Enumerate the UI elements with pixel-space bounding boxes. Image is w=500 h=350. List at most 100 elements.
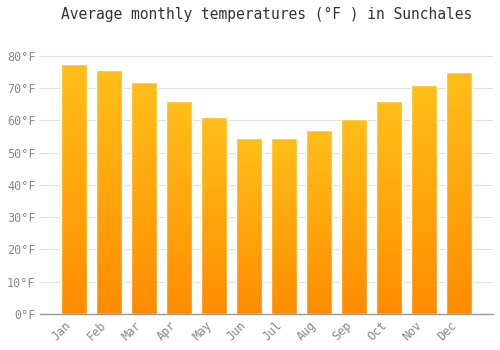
- Bar: [96, 241, 122, 246]
- Bar: [446, 304, 472, 309]
- Bar: [236, 205, 262, 208]
- Bar: [271, 187, 297, 191]
- Bar: [411, 254, 438, 259]
- Bar: [341, 232, 367, 236]
- Bar: [411, 172, 438, 176]
- Bar: [96, 70, 122, 75]
- Bar: [236, 265, 262, 268]
- Bar: [411, 190, 438, 195]
- Bar: [376, 122, 402, 127]
- Bar: [166, 229, 192, 233]
- Bar: [166, 152, 192, 156]
- Bar: [306, 182, 332, 185]
- Bar: [61, 134, 87, 139]
- Bar: [131, 258, 157, 263]
- Bar: [411, 236, 438, 240]
- Bar: [271, 170, 297, 173]
- Bar: [166, 173, 192, 178]
- Bar: [411, 108, 438, 112]
- Bar: [236, 142, 262, 145]
- Bar: [166, 148, 192, 152]
- Bar: [411, 250, 438, 254]
- Bar: [236, 156, 262, 159]
- Bar: [411, 163, 438, 167]
- Bar: [341, 220, 367, 224]
- Bar: [236, 184, 262, 187]
- Bar: [236, 138, 262, 142]
- Bar: [96, 304, 122, 309]
- Bar: [411, 176, 438, 181]
- Bar: [61, 214, 87, 219]
- Bar: [341, 240, 367, 244]
- Bar: [341, 247, 367, 251]
- Bar: [411, 245, 438, 250]
- Bar: [306, 170, 332, 174]
- Bar: [271, 173, 297, 177]
- Bar: [341, 138, 367, 142]
- Bar: [96, 119, 122, 124]
- Bar: [376, 199, 402, 203]
- Bar: [376, 297, 402, 301]
- Bar: [236, 233, 262, 237]
- Bar: [166, 241, 192, 246]
- Bar: [61, 219, 87, 224]
- Bar: [131, 277, 157, 281]
- Bar: [61, 244, 87, 249]
- Bar: [61, 69, 87, 74]
- Bar: [236, 279, 262, 282]
- Bar: [341, 236, 367, 240]
- Bar: [236, 293, 262, 296]
- Bar: [96, 105, 122, 109]
- Bar: [376, 156, 402, 161]
- Bar: [236, 163, 262, 166]
- Bar: [411, 112, 438, 117]
- Bar: [341, 302, 367, 306]
- Bar: [271, 230, 297, 233]
- Bar: [306, 163, 332, 167]
- Bar: [131, 105, 157, 110]
- Bar: [411, 94, 438, 99]
- Bar: [376, 203, 402, 208]
- Bar: [201, 219, 228, 223]
- Bar: [306, 174, 332, 178]
- Bar: [166, 271, 192, 275]
- Bar: [236, 244, 262, 247]
- Bar: [131, 151, 157, 156]
- Bar: [306, 277, 332, 281]
- Bar: [306, 160, 332, 163]
- Bar: [96, 173, 122, 177]
- Bar: [446, 280, 472, 285]
- Bar: [236, 247, 262, 251]
- Bar: [236, 187, 262, 191]
- Bar: [341, 177, 367, 181]
- Bar: [61, 249, 87, 254]
- Bar: [96, 226, 122, 231]
- Bar: [306, 134, 332, 138]
- Bar: [61, 304, 87, 309]
- Bar: [306, 130, 332, 314]
- Title: Average monthly temperatures (°F ) in Sunchales: Average monthly temperatures (°F ) in Su…: [61, 7, 472, 22]
- Bar: [376, 186, 402, 190]
- Bar: [201, 184, 228, 188]
- Bar: [376, 169, 402, 173]
- Bar: [201, 263, 228, 267]
- Bar: [236, 198, 262, 201]
- Bar: [96, 139, 122, 143]
- Bar: [236, 251, 262, 254]
- Bar: [236, 237, 262, 240]
- Bar: [306, 248, 332, 251]
- Bar: [376, 216, 402, 220]
- Bar: [341, 127, 367, 131]
- Bar: [341, 150, 367, 154]
- Bar: [201, 176, 228, 180]
- Bar: [61, 109, 87, 114]
- Bar: [166, 199, 192, 203]
- Bar: [61, 309, 87, 314]
- Bar: [341, 263, 367, 267]
- Bar: [201, 279, 228, 282]
- Bar: [131, 216, 157, 221]
- Bar: [306, 273, 332, 277]
- Bar: [166, 144, 192, 148]
- Bar: [166, 297, 192, 301]
- Bar: [131, 240, 157, 244]
